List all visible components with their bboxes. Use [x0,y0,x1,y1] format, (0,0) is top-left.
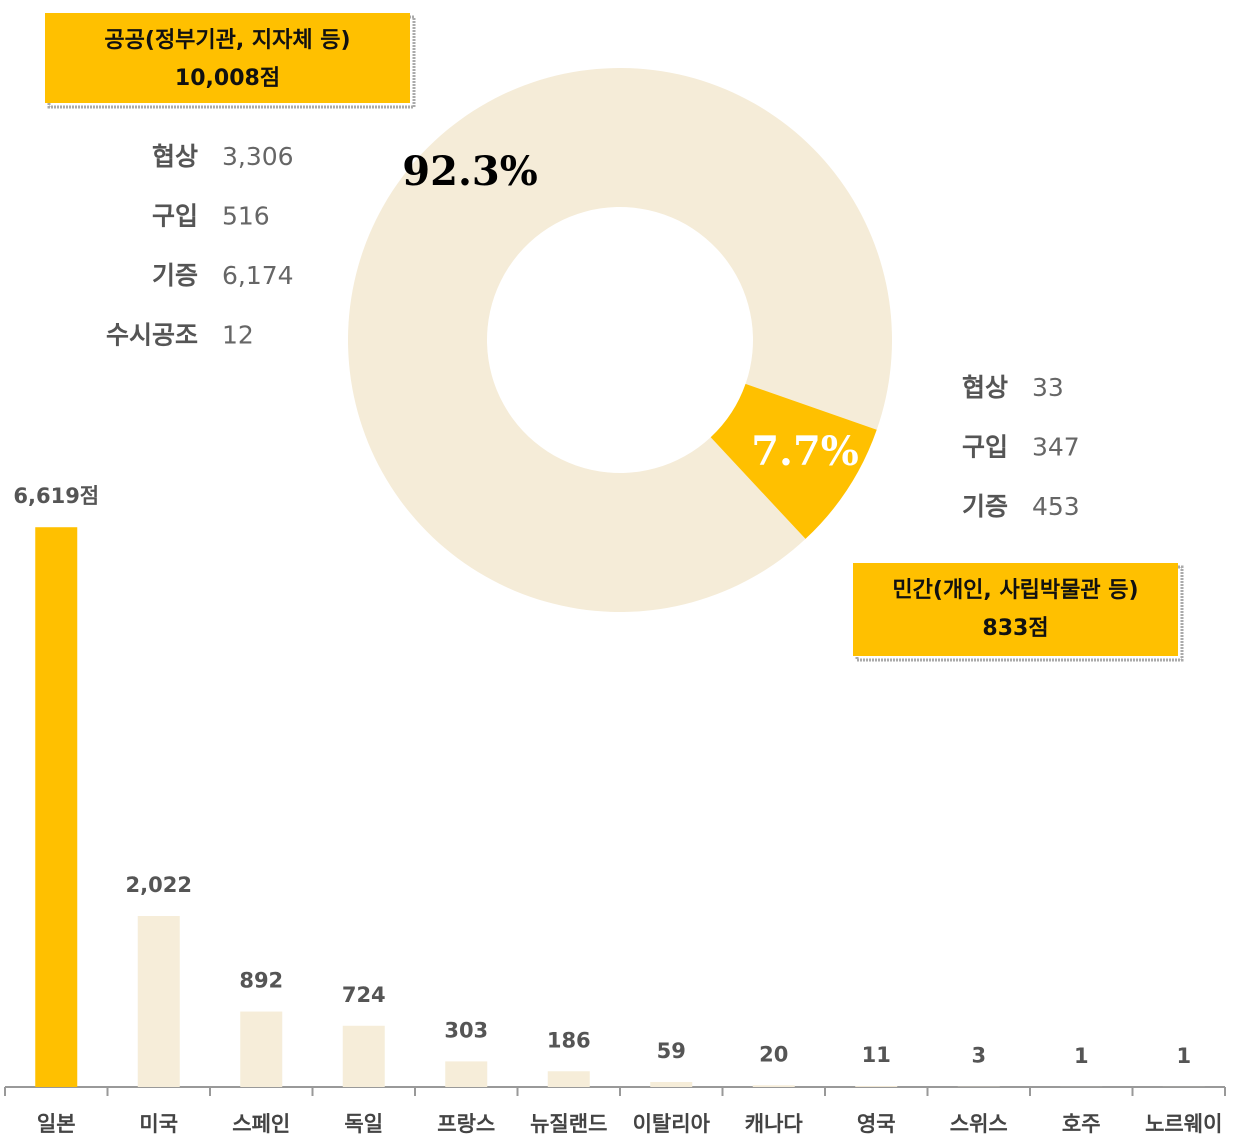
slice-label: 92.3% [402,148,537,195]
label-box [853,563,1178,656]
bar [855,1086,897,1087]
x-tick-label: 호주 [1062,1112,1101,1136]
item-value: 516 [222,202,270,231]
box-title: 공공(정부기관, 지자체 등) [104,28,350,53]
value-label: 6,619점 [13,484,99,508]
value-label: 186 [547,1028,591,1052]
item-value: 347 [1032,433,1080,462]
item-label: 기증 [152,261,198,290]
item-value: 3,306 [222,142,294,171]
donut-chart: 92.3% 7.7% [348,68,892,612]
item-label: 수시공조 [106,321,198,350]
item-label: 구입 [152,202,198,231]
value-label: 724 [342,983,386,1007]
x-tick-label: 스위스 [950,1112,1008,1136]
item-label: 기증 [962,492,1008,521]
x-tick-label: 캐나다 [745,1112,804,1136]
value-label: 59 [657,1039,686,1063]
value-label: 303 [444,1018,488,1042]
x-tick-label: 미국 [139,1112,178,1136]
x-tick-label: 이탈리아 [633,1112,711,1136]
bar [138,916,180,1087]
x-tick-label: 노르웨이 [1145,1112,1222,1136]
bar [445,1061,487,1087]
value-label: 2,022 [126,873,192,897]
x-tick-label: 일본 [37,1112,76,1136]
item-value: 33 [1032,373,1064,402]
bar [650,1082,692,1087]
bar [548,1071,590,1087]
bar [753,1085,795,1087]
value-label: 11 [862,1043,891,1067]
value-label: 3 [971,1044,986,1068]
slice-label: 7.7% [751,428,859,475]
value-label: 892 [239,969,283,993]
value-label: 1 [1074,1044,1089,1068]
x-tick-label: 스페인 [232,1112,290,1136]
item-value: 12 [222,321,254,350]
box-total: 10,008점 [175,66,280,91]
item-label: 구입 [962,433,1008,462]
value-label: 1 [1176,1044,1191,1068]
x-tick-label: 프랑스 [437,1112,495,1136]
x-tick-label: 독일 [344,1112,383,1136]
x-tick-label: 뉴질랜드 [530,1112,607,1136]
box-title: 민간(개인, 사립박물관 등) [892,578,1138,603]
item-label: 협상 [152,142,198,171]
item-value: 453 [1032,492,1080,521]
bar [35,527,77,1087]
box-total: 833점 [982,616,1048,641]
item-value: 6,174 [222,261,294,290]
bar [343,1026,385,1087]
x-tick-label: 영국 [857,1112,896,1136]
value-label: 20 [759,1042,788,1066]
item-label: 협상 [962,373,1008,402]
bar [240,1012,282,1087]
